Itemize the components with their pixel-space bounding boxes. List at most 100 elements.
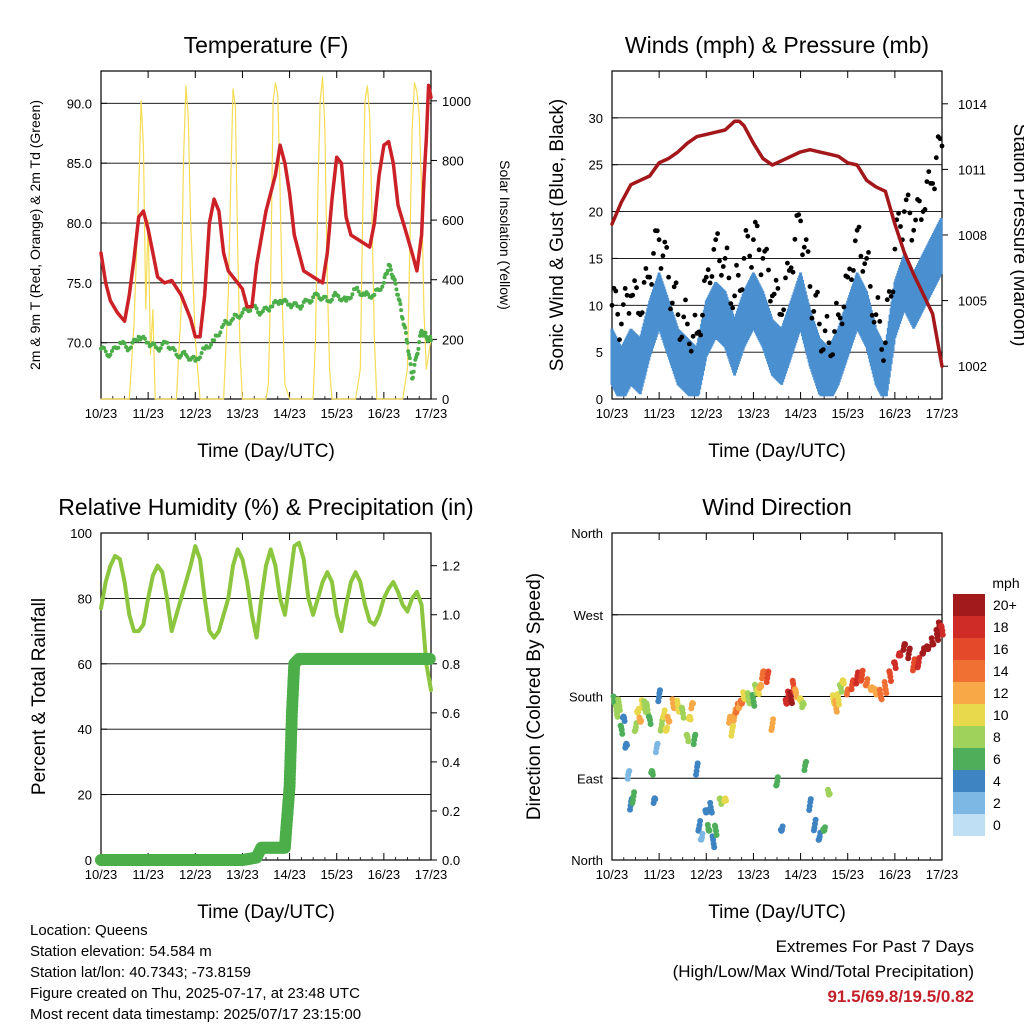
wind-gust-point [903,197,909,203]
wind-gust-point [634,285,639,291]
direction-point [826,790,833,797]
direction-point [812,816,819,823]
wind-gust-point [790,269,796,275]
wind-gust-point [613,288,619,294]
wind-gust-point [873,312,879,318]
chart-title: Wind Direction [702,494,852,520]
wind-gust-point [692,312,698,318]
direction-point [822,824,828,831]
wind-gust-point [685,321,690,327]
dewpoint-point [392,278,397,282]
direction-point [694,760,701,767]
direction-point [840,680,847,687]
direction-point [638,717,645,724]
colorbar-label: 14 [993,663,1009,679]
wind-gust-point [658,266,664,271]
wind-gust-point [681,314,687,320]
dewpoint-point [423,330,428,335]
wind-gust-point [700,312,705,318]
wind-gust-point [766,267,771,273]
wind-gust-point [713,237,719,243]
dewpoint-point [146,340,151,345]
dewpoint-point [231,316,235,321]
wind-gust-point [754,223,760,229]
dewpoint-point [397,298,402,303]
wind-gust-point [792,236,798,242]
insolation-line [100,76,432,400]
dewpoint-point [388,267,393,272]
wind-gust-point [798,218,803,224]
direction-point [616,707,623,714]
wind-gust-point [698,332,703,338]
direction-point [883,690,890,697]
dewpoint-point [417,340,422,345]
wind-gust-point [711,247,717,252]
wind-gust-point [881,358,886,363]
x-tick-label: 11/23 [132,867,164,882]
direction-point [906,645,913,652]
colorbar-swatch [953,682,985,704]
y2-tick-label: 0.0 [442,853,460,868]
wind-gust-point [639,310,645,316]
x-tick-label: 13/23 [226,867,259,882]
wind-gust-point [884,297,890,303]
y-tick-label: 80.0 [67,216,92,231]
direction-point [838,688,845,695]
wind-gust-point [937,136,943,142]
wind-gust-point [760,256,766,261]
dewpoint-point [238,313,243,318]
humidity-line [99,540,433,692]
wind-gust-point [739,287,745,292]
y-tick-label: 70.0 [67,336,92,351]
wind-gust-point [909,237,915,243]
dewpoint-point [152,342,157,346]
dewpoint-point [103,349,108,354]
y-tick-label: 0 [85,853,92,868]
wind-gust-point [807,284,813,289]
x-tick-label: 17/23 [926,406,959,421]
wind-gust-point [779,312,785,318]
wind-gust-point [817,321,822,327]
y2-tick-label: 1008 [958,228,987,243]
direction-point [864,676,871,683]
x-tick-label: 14/23 [784,867,817,882]
wind-gust-point [905,192,911,198]
dewpoint-point [394,287,399,292]
wind-gust-point [783,275,788,281]
wind-gust-point [771,291,777,297]
direction-point [692,731,699,738]
wind-gust-point [933,155,939,161]
wind-gust-point [705,267,711,273]
direction-point [760,668,767,675]
y-tick-label: 20 [589,205,603,220]
dewpoint-point [330,297,334,302]
wind-gust-point [834,300,839,306]
wind-gust-point [851,268,856,273]
dewpoint-point [385,268,390,273]
station-elevation: Station elevation: 54.584 m [30,943,212,960]
wind-gust-point [724,245,730,251]
wind-gust-point [730,305,736,311]
wind-gust-point [686,341,692,347]
wind-gust-point [888,293,894,299]
dewpoint-point [216,333,221,338]
wind-gust-point [803,237,809,243]
y-tick-label: 5 [596,345,603,360]
dewpoint-point [227,321,232,326]
wind-gust-point [907,210,913,216]
direction-point [711,844,718,851]
data-timestamp: Most recent data timestamp: 2025/07/17 2… [30,1006,362,1023]
station-latlon: Station lat/lon: 40.7343; -73.8159 [30,964,252,981]
wind-gust-point [932,186,937,192]
direction-point [661,707,668,714]
dewpoint-point [218,330,223,335]
wind-gust-point [867,284,873,289]
wind-gust-point [722,256,728,261]
figure-created: Figure created on Thu, 2025-07-17, at 23… [30,985,360,1002]
dewpoint-point [429,338,433,343]
direction-point [836,701,843,708]
y2-tick-label: 1.0 [442,608,460,623]
wind-gust-point [862,261,868,267]
dewpoint-point [407,352,411,357]
y2-tick-label: 1.2 [442,559,460,574]
